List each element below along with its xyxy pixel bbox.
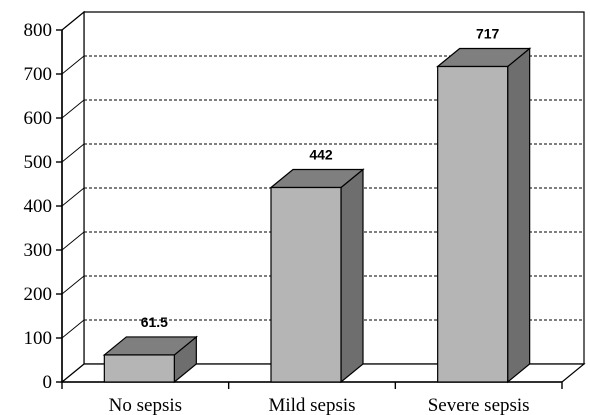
gridline-connector [61, 11, 85, 31]
bar-side [507, 47, 531, 384]
y-tick-label: 500 [24, 152, 53, 173]
gridline-connector [61, 231, 85, 251]
bar [103, 354, 175, 383]
x-tick-label: Mild sepsis [268, 395, 355, 415]
data-label: 717 [476, 26, 500, 42]
data-labels: 61.5 442 717 [141, 26, 500, 330]
y-tick-label: 200 [24, 284, 53, 305]
gridline-connector [61, 319, 85, 339]
y-tick-label: 600 [24, 108, 53, 129]
bar [437, 65, 509, 383]
x-tick-label: Severe sepsis [428, 395, 530, 415]
gridline-connector [61, 275, 85, 295]
y-axis-ticks: 0 100 200 300 400 500 600 700 800 [24, 20, 62, 393]
y-tick-label: 400 [24, 196, 53, 217]
gridline-connector [61, 187, 85, 207]
bar-side [340, 168, 364, 384]
bars [102, 47, 532, 384]
gridline-connector [61, 99, 85, 119]
x-axis-ticks: No sepsis Mild sepsis Severe sepsis [61, 382, 563, 415]
gridline-connector [61, 143, 85, 163]
y-tick-label: 0 [43, 372, 53, 393]
y-tick-label: 100 [24, 328, 53, 349]
y-tick-label: 800 [24, 20, 53, 41]
x-tick-label: No sepsis [109, 395, 182, 415]
bar [270, 186, 342, 383]
data-label: 442 [309, 147, 333, 163]
gridline-connector [61, 55, 85, 75]
y-tick-label: 700 [24, 64, 53, 85]
data-label: 61.5 [141, 314, 168, 330]
y-tick-label: 300 [24, 240, 53, 261]
